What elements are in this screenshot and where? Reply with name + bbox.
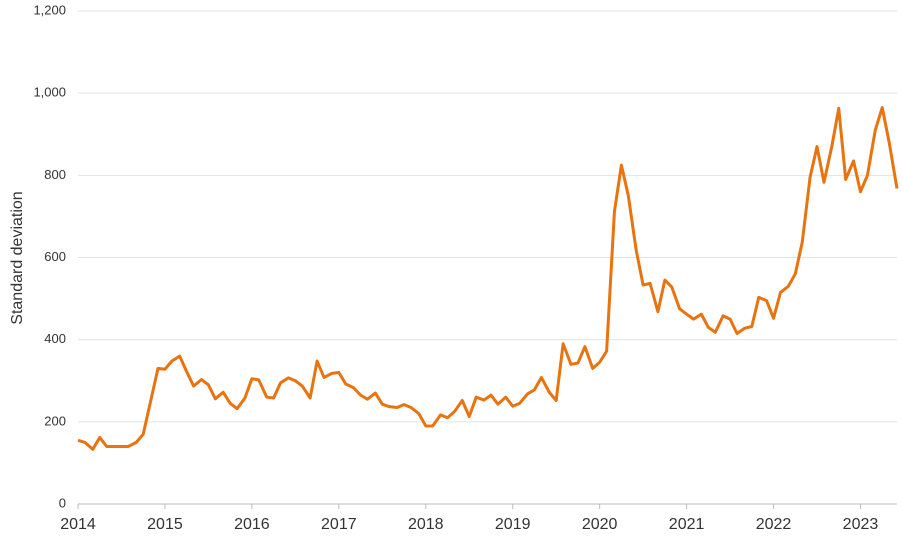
x-tick-label: 2019 [495,516,531,533]
x-tick-label: 2015 [147,516,183,533]
data-line [77,106,899,451]
y-axis-label: Standard deviation [9,191,26,324]
y-tick-label: 400 [44,331,66,346]
x-tick-label: 2021 [669,516,705,533]
x-tick-label: 2020 [582,516,618,533]
x-tick-label: 2016 [234,516,270,533]
x-tick-label: 2014 [60,516,96,533]
y-tick-label: 0 [59,495,66,510]
y-tick-label: 1,000 [33,85,66,100]
y-tick-label: 800 [44,167,66,182]
x-tick-label: 2023 [843,516,879,533]
x-tick-label: 2022 [756,516,792,533]
y-tick-label: 600 [44,249,66,264]
x-tick-label: 2018 [408,516,444,533]
x-tick-label: 2017 [321,516,357,533]
y-tick-label: 200 [44,413,66,428]
y-tick-label: 1,200 [33,2,66,17]
